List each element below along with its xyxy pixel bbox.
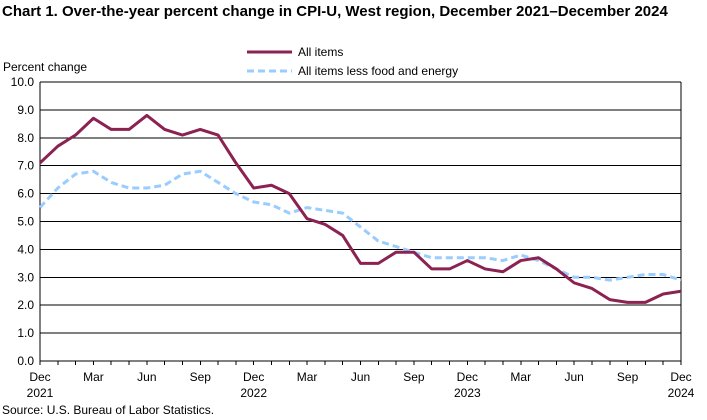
series-line-less-food-energy	[38, 169, 682, 282]
x-tick-label: Sep	[190, 370, 212, 384]
x-tick-year-label: 2021	[27, 386, 54, 400]
x-tick-label: Jun	[351, 370, 370, 384]
y-tick-label: 3.0	[17, 270, 34, 284]
y-tick-label: 4.0	[17, 242, 34, 256]
y-tick-label: 0.0	[17, 354, 34, 368]
x-tick-label: Dec	[670, 370, 691, 384]
x-tick-label: Sep	[617, 370, 639, 384]
x-tick-label: Dec	[29, 370, 50, 384]
x-tick-label: Dec	[457, 370, 478, 384]
x-axis-ticks: Dec 2021 Mar Jun Sep Dec 2022 Mar Jun Sep Dec 2023 M…	[27, 361, 695, 400]
y-tick-label: 8.0	[17, 131, 34, 145]
series-lines	[38, 113, 682, 304]
x-tick-year-label: 2023	[454, 386, 481, 400]
series-line-all-items	[38, 113, 682, 304]
legend-label: All items less food and energy	[298, 64, 458, 78]
y-tick-label: 6.0	[17, 187, 34, 201]
source-note: Source: U.S. Bureau of Labor Statistics.	[2, 403, 215, 417]
x-tick-label: Jun	[564, 370, 583, 384]
x-tick-label: Mar	[297, 370, 318, 384]
x-tick-label: Sep	[403, 370, 425, 384]
x-tick-label: Jun	[137, 370, 156, 384]
y-tick-label: 10.0	[11, 75, 35, 89]
y-axis-label: Percent change	[3, 60, 87, 74]
legend: All items All items less food and energy	[247, 45, 458, 78]
chart-title: Chart 1. Over-the-year percent change in…	[2, 3, 668, 20]
y-axis-ticks: 0.0 1.0 2.0 3.0 4.0 5.0 6.0 7.0 8.0 9.0 10.0	[11, 75, 35, 368]
y-tick-label: 2.0	[17, 298, 34, 312]
x-tick-year-label: 2022	[240, 386, 267, 400]
x-tick-label: Dec	[243, 370, 264, 384]
x-tick-year-label: 2024	[668, 386, 695, 400]
y-tick-label: 5.0	[17, 215, 34, 229]
y-tick-label: 1.0	[17, 326, 34, 340]
legend-label: All items	[298, 45, 343, 59]
y-tick-label: 7.0	[17, 159, 34, 173]
x-tick-label: Mar	[510, 370, 531, 384]
x-tick-label: Mar	[83, 370, 104, 384]
y-tick-label: 9.0	[17, 103, 34, 117]
